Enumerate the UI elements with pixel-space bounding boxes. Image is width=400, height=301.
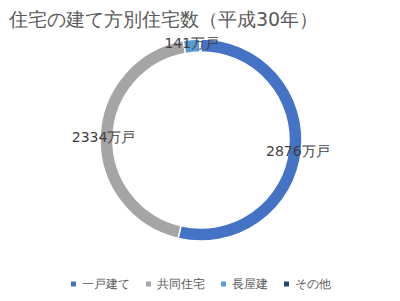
svg-text:共同住宅: 共同住宅 xyxy=(157,277,205,291)
svg-text:長屋建: 長屋建 xyxy=(232,277,268,291)
svg-text:2876万戸: 2876万戸 xyxy=(266,143,330,159)
svg-text:2334万戸: 2334万戸 xyxy=(72,129,136,145)
svg-text:一戸建て: 一戸建て xyxy=(82,277,130,291)
svg-text:住宅の建て方別住宅数（平成30年）: 住宅の建て方別住宅数（平成30年） xyxy=(8,8,318,30)
svg-text:141万戸: 141万戸 xyxy=(164,35,219,51)
svg-text:その他: その他 xyxy=(295,277,331,291)
